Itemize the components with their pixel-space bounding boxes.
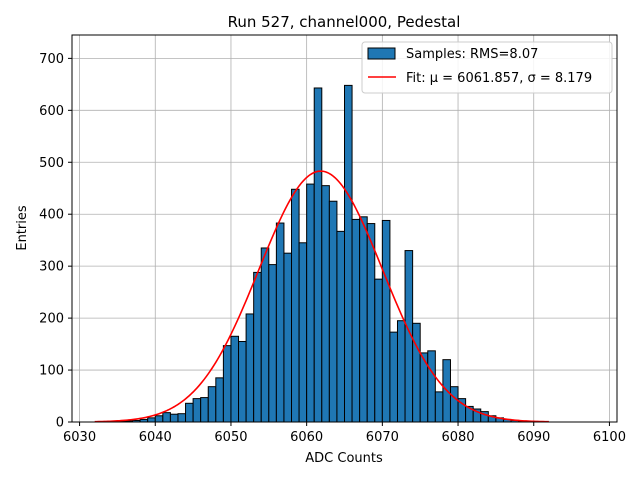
gaussian-fit: [94, 170, 549, 423]
histogram-bar: [162, 412, 171, 423]
histogram-bar: [200, 397, 209, 423]
histogram-bar: [222, 345, 232, 423]
histogram-bar: [291, 188, 300, 423]
histogram-bar: [381, 219, 391, 423]
histogram-bar: [298, 242, 308, 423]
histogram-bars: [109, 84, 542, 423]
x-tick-label: 6100: [593, 430, 626, 445]
histogram-bar: [283, 252, 293, 423]
histogram-bar: [268, 264, 277, 423]
histogram-bar: [313, 87, 323, 423]
y-axis-ticks: 0 100 200 300 400 500 600 700: [39, 52, 72, 431]
histogram-bar: [434, 391, 444, 423]
y-tick-label: 600: [39, 104, 64, 119]
histogram-bar: [351, 218, 361, 423]
histogram-bar: [192, 398, 202, 423]
chart-title: Run 527, channel000, Pedestal: [228, 13, 461, 31]
x-tick-label: 6090: [517, 430, 550, 445]
legend: Samples: RMS=8.07 Fit: μ = 6061.857, σ =…: [361, 41, 613, 94]
y-tick-label: 700: [39, 52, 64, 67]
histogram-bar: [374, 278, 383, 423]
x-tick-label: 6060: [290, 430, 323, 445]
histogram-bar: [169, 413, 179, 423]
histogram-bar: [177, 413, 187, 423]
plot-frame: [71, 34, 618, 423]
y-tick-label: 0: [56, 416, 64, 431]
histogram-bar: [359, 216, 368, 423]
fit-curve: [94, 170, 549, 423]
histogram-bar: [260, 247, 270, 423]
histogram-bar: [207, 386, 217, 423]
histogram-bar: [336, 230, 345, 423]
histogram-bar: [275, 222, 285, 423]
legend-swatch-samples: [367, 47, 396, 60]
histogram-bar: [245, 313, 255, 423]
y-tick-label: 300: [39, 260, 64, 275]
histogram-bar: [412, 322, 421, 423]
y-tick-label: 200: [39, 312, 64, 327]
x-tick-label: 6080: [441, 430, 474, 445]
x-tick-label: 6030: [63, 430, 96, 445]
y-tick-label: 400: [39, 208, 64, 223]
x-tick-label: 6070: [366, 430, 399, 445]
histogram-bar: [344, 84, 353, 423]
x-tick-label: 6040: [139, 430, 172, 445]
histogram-bar: [185, 402, 194, 423]
histogram-bar: [154, 415, 164, 423]
histogram-bar: [215, 377, 224, 423]
histogram-bar: [449, 386, 459, 423]
histogram-bar: [238, 340, 247, 423]
y-tick-label: 500: [39, 156, 64, 171]
histogram-bar: [427, 350, 436, 423]
x-axis-label: ADC Counts: [305, 451, 383, 466]
y-tick-label: 100: [39, 364, 64, 379]
legend-label-fit: Fit: μ = 6061.857, σ = 8.179: [406, 71, 592, 86]
legend-box: [361, 41, 613, 94]
histogram-bar: [306, 183, 315, 423]
histogram-bar: [147, 417, 156, 423]
histogram-bar: [389, 331, 398, 423]
x-axis-ticks: 6030 6040 6050 6060 6070 6080 6090 6100: [63, 422, 626, 445]
histogram-bar: [366, 223, 376, 423]
histogram-bar: [321, 185, 330, 423]
axes-frame: [71, 34, 618, 423]
histogram-bar: [328, 200, 338, 423]
histogram-bar: [253, 271, 262, 423]
y-axis-label: Entries: [15, 205, 30, 251]
histogram-bar: [230, 335, 240, 423]
histogram-bar: [396, 320, 406, 423]
legend-label-samples: Samples: RMS=8.07: [406, 47, 538, 62]
x-tick-label: 6050: [214, 430, 247, 445]
